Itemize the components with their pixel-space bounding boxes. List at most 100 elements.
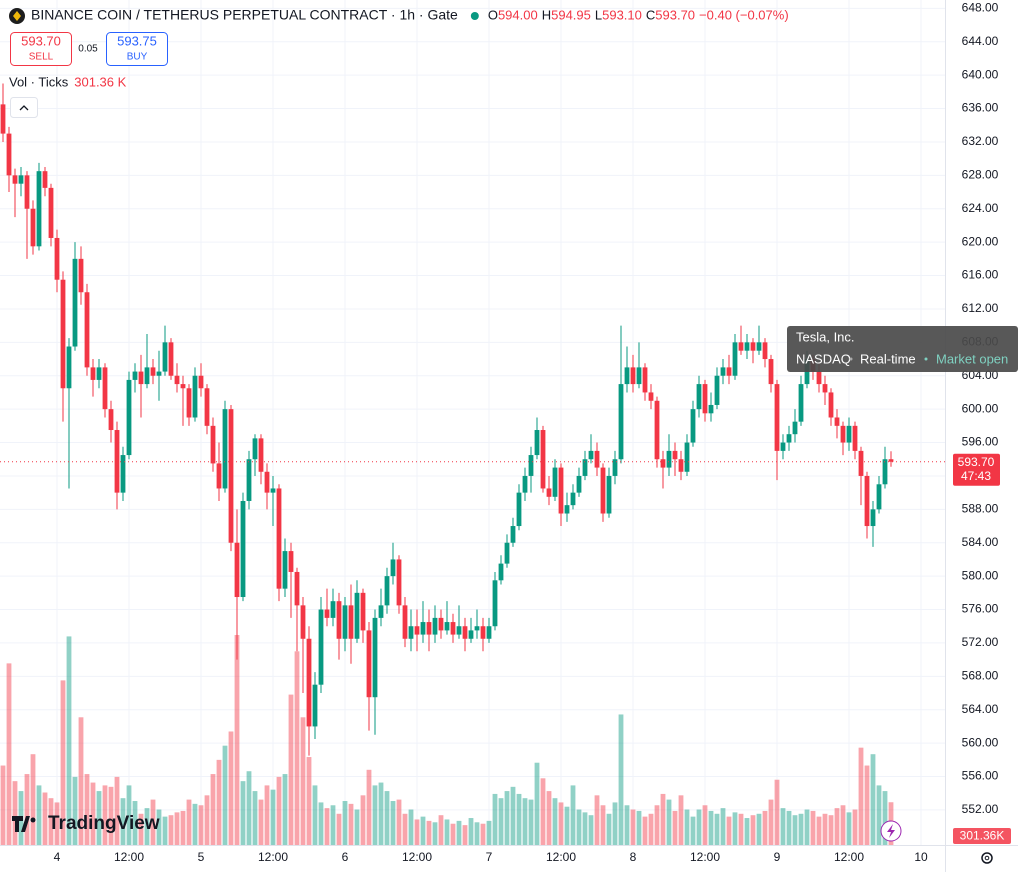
candle-body — [54, 237, 60, 280]
candle-body — [348, 605, 354, 639]
chart-title: BINANCE COIN / TETHERUS PERPETUAL CONTRA… — [31, 7, 458, 23]
volume-bar — [468, 818, 474, 845]
x-tick-label: 5 — [198, 850, 205, 864]
candle-body — [450, 622, 456, 635]
price-tag — [953, 453, 1000, 486]
volume-bar — [498, 798, 504, 845]
volume-bar — [264, 785, 270, 845]
x-tick-label: 8 — [630, 850, 637, 864]
volume-bar — [756, 813, 762, 845]
candle-body — [846, 425, 852, 443]
volume-bar — [654, 805, 660, 845]
candle-body — [204, 388, 210, 426]
volume-bar — [420, 816, 426, 845]
candle-body — [774, 384, 780, 451]
volume-bar — [720, 808, 726, 845]
volume-bar — [180, 810, 186, 845]
candle-body — [432, 617, 438, 635]
y-tick-label: 564.00 — [962, 702, 999, 716]
candle-body — [642, 367, 648, 393]
volume-bar — [726, 816, 732, 845]
candle-body — [516, 492, 522, 527]
volume-bar — [54, 802, 60, 845]
candle-body — [738, 342, 744, 351]
sell-button[interactable] — [10, 32, 72, 66]
volume-bar — [312, 785, 318, 845]
x-tick-label: 10 — [914, 850, 928, 864]
buy-price: 593.75 — [117, 33, 157, 48]
volume-bar — [174, 812, 180, 845]
volume-bar — [60, 680, 66, 845]
spread: 0.05 — [78, 44, 98, 55]
volume-bar — [138, 813, 144, 845]
volume-bar — [840, 805, 846, 845]
volume-bar — [846, 812, 852, 845]
candle-body — [564, 505, 570, 514]
volume-bar — [768, 799, 774, 845]
volume-bar — [90, 782, 96, 845]
separator-dot — [849, 357, 853, 361]
settings-button[interactable] — [981, 852, 993, 864]
y-tick-label: 624.00 — [962, 201, 999, 215]
volume-bar — [384, 791, 390, 845]
symbol-icon-glyph — [13, 11, 21, 21]
candle-body — [240, 500, 246, 598]
volume-bar — [36, 785, 42, 845]
volume-bar — [42, 792, 48, 845]
candle-body — [690, 409, 696, 443]
candle-body — [366, 630, 372, 698]
volume-bar — [432, 822, 438, 845]
volume-bar — [66, 636, 72, 845]
volume-bar — [852, 809, 858, 845]
candle-body — [660, 459, 666, 468]
y-tick-label: 552.00 — [962, 802, 999, 816]
candle-body — [822, 384, 828, 393]
candle-body — [192, 375, 198, 418]
volume-bar — [828, 815, 834, 845]
collapse-button[interactable] — [10, 97, 38, 118]
status-dot — [470, 12, 479, 20]
buy-button[interactable] — [106, 32, 168, 66]
replay-button[interactable] — [880, 820, 902, 842]
candle-body — [876, 484, 882, 510]
replay-icon — [887, 824, 895, 838]
legend-key: H — [542, 7, 551, 22]
volume-bar — [348, 803, 354, 845]
volume-bar — [582, 812, 588, 845]
y-tick-label: 640.00 — [962, 67, 999, 81]
candle-body — [42, 171, 48, 188]
candle-body — [276, 488, 282, 589]
y-tick-label: 644.00 — [962, 34, 999, 48]
candle-body — [492, 580, 498, 627]
volume-bar — [804, 809, 810, 845]
volume-bar — [810, 810, 816, 845]
volume-bar — [876, 785, 882, 845]
candle-body — [120, 455, 126, 493]
candle-body — [210, 425, 216, 464]
price-tag-countdown: 47:43 — [961, 469, 991, 483]
candle-body — [216, 463, 222, 489]
volume-bar — [528, 799, 534, 845]
legend-change: −0.40 (−0.07%) — [699, 7, 789, 22]
volume-bar — [258, 799, 264, 845]
volume-tag-label: 301.36K — [960, 829, 1005, 843]
candle-body — [0, 104, 6, 134]
volume-bar — [132, 801, 138, 845]
x-tick-label: 12:00 — [546, 850, 576, 864]
volume-bar — [246, 771, 252, 845]
legend-value: 594.00 — [498, 7, 538, 22]
volume-bar — [672, 810, 678, 845]
candle-body — [336, 601, 342, 639]
volume-bar — [798, 813, 804, 845]
volume-bar — [114, 776, 120, 845]
candle-body — [756, 342, 762, 351]
candle-body — [618, 384, 624, 460]
y-tick-label: 588.00 — [962, 502, 999, 516]
candle-body — [384, 576, 390, 606]
candle-body — [474, 626, 480, 631]
candle-body — [390, 559, 396, 577]
candle-body — [786, 434, 792, 443]
candle-body — [48, 187, 54, 238]
volume-bar — [204, 795, 210, 845]
volume-bar — [150, 799, 156, 845]
